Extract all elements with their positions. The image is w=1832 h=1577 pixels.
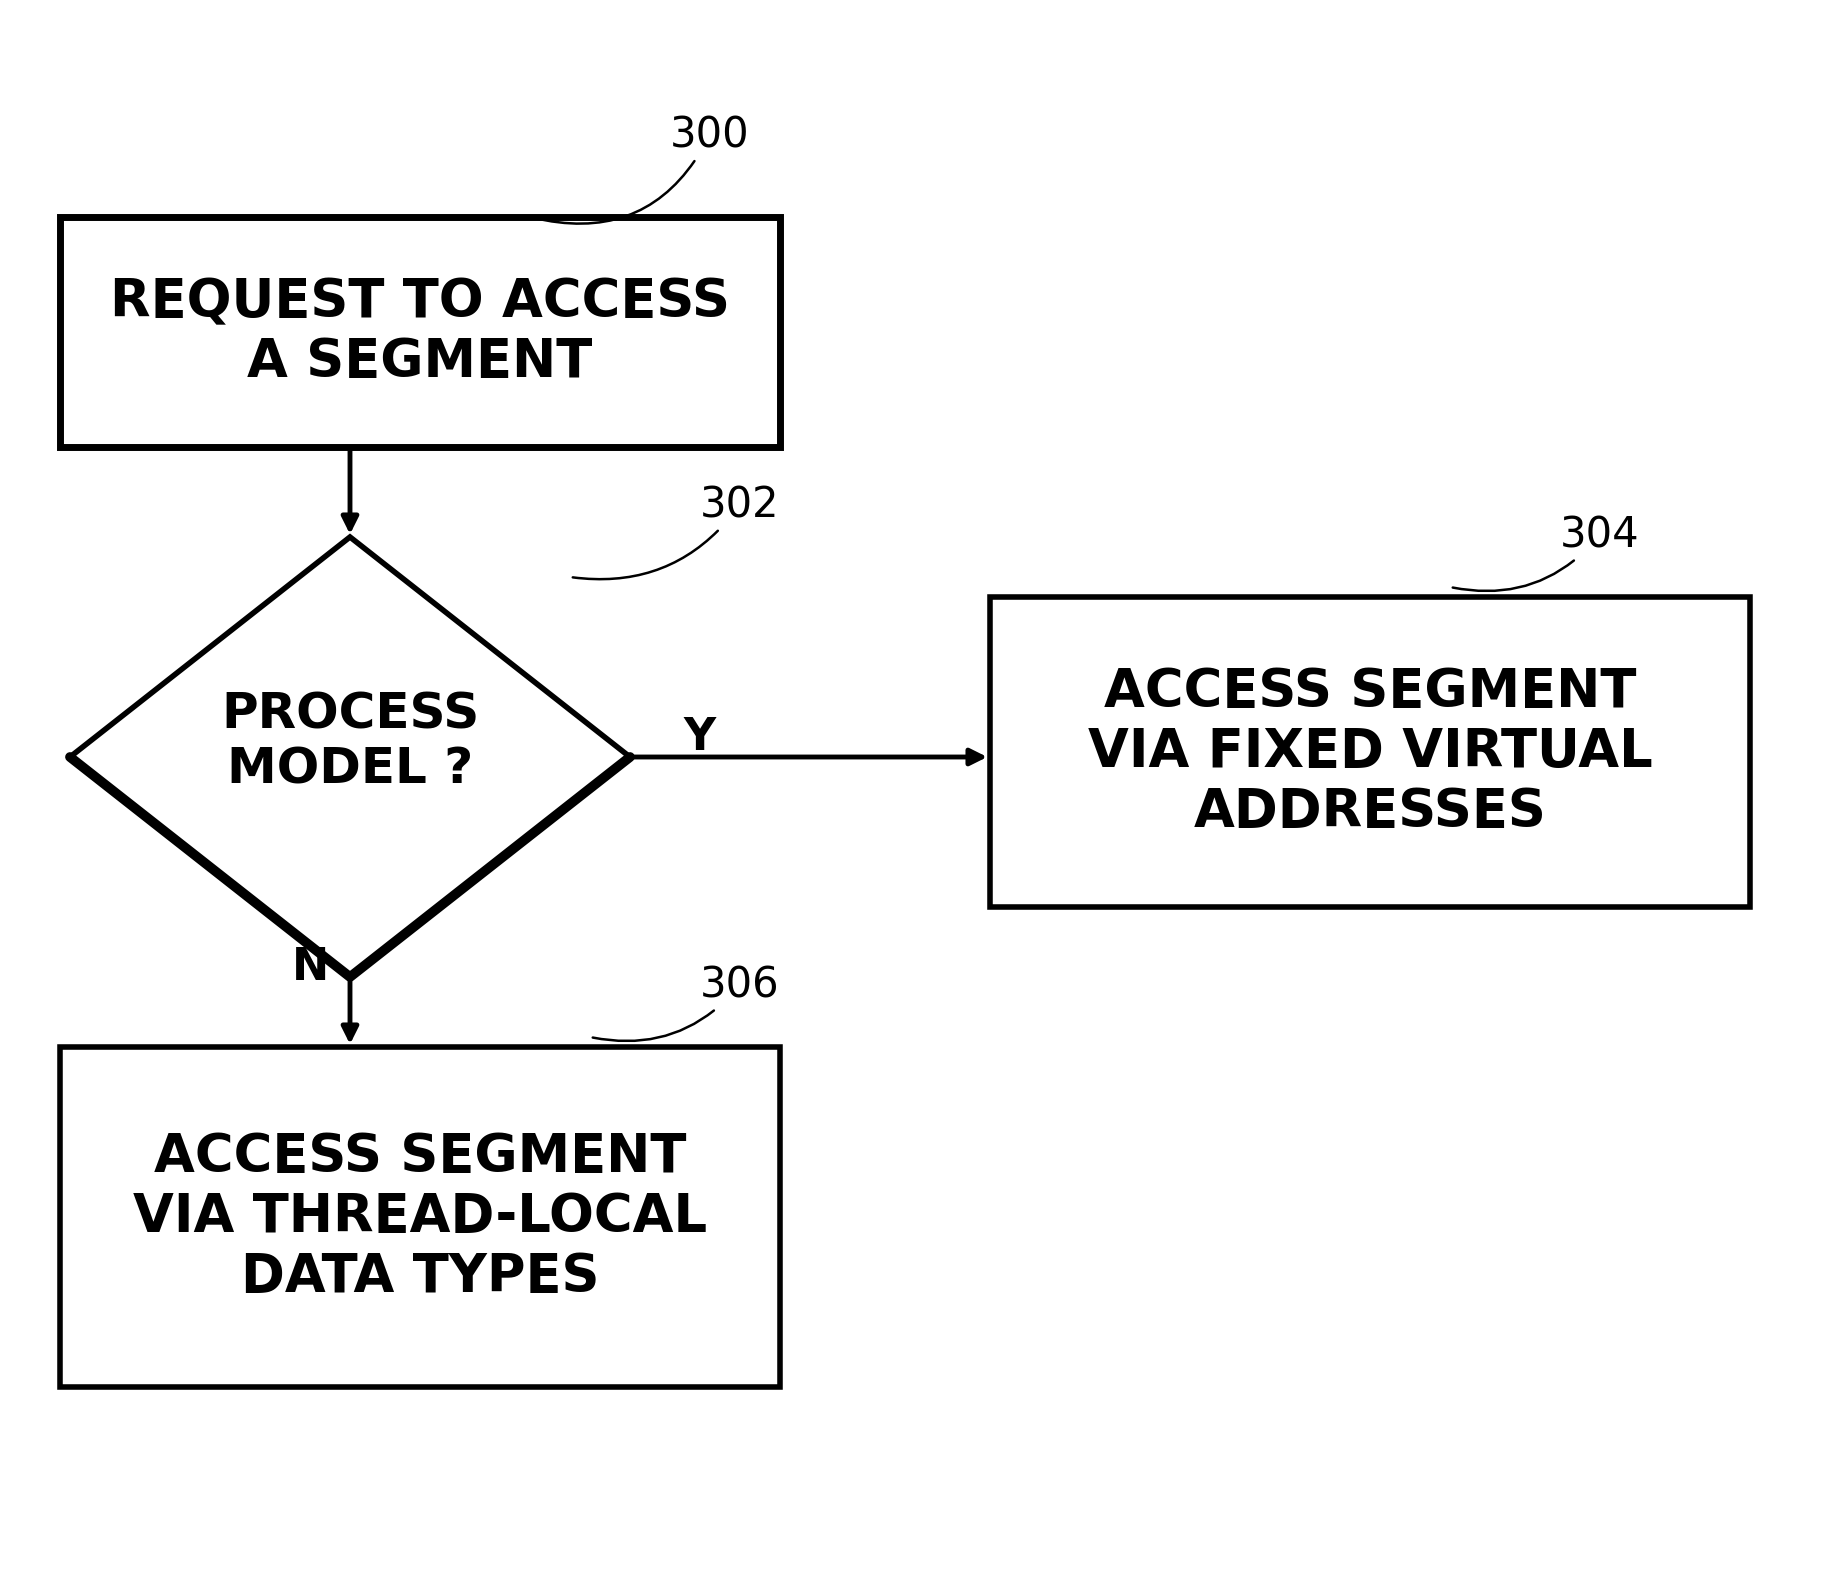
- Text: 302: 302: [573, 484, 779, 579]
- Bar: [60, 1047, 780, 1388]
- Text: ACCESS SEGMENT
VIA FIXED VIRTUAL
ADDRESSES: ACCESS SEGMENT VIA FIXED VIRTUAL ADDRESS…: [1088, 665, 1652, 839]
- Bar: [60, 218, 780, 446]
- Text: 300: 300: [533, 114, 749, 224]
- Bar: [989, 598, 1750, 907]
- Text: Y: Y: [683, 716, 716, 759]
- Polygon shape: [70, 538, 630, 978]
- Text: 306: 306: [594, 964, 780, 1041]
- Text: PROCESS
MODEL ?: PROCESS MODEL ?: [222, 691, 480, 793]
- Text: ACCESS SEGMENT
VIA THREAD-LOCAL
DATA TYPES: ACCESS SEGMENT VIA THREAD-LOCAL DATA TYP…: [134, 1131, 707, 1303]
- Text: REQUEST TO ACCESS
A SEGMENT: REQUEST TO ACCESS A SEGMENT: [110, 276, 729, 388]
- Text: N: N: [291, 946, 328, 989]
- Text: 304: 304: [1453, 514, 1640, 591]
